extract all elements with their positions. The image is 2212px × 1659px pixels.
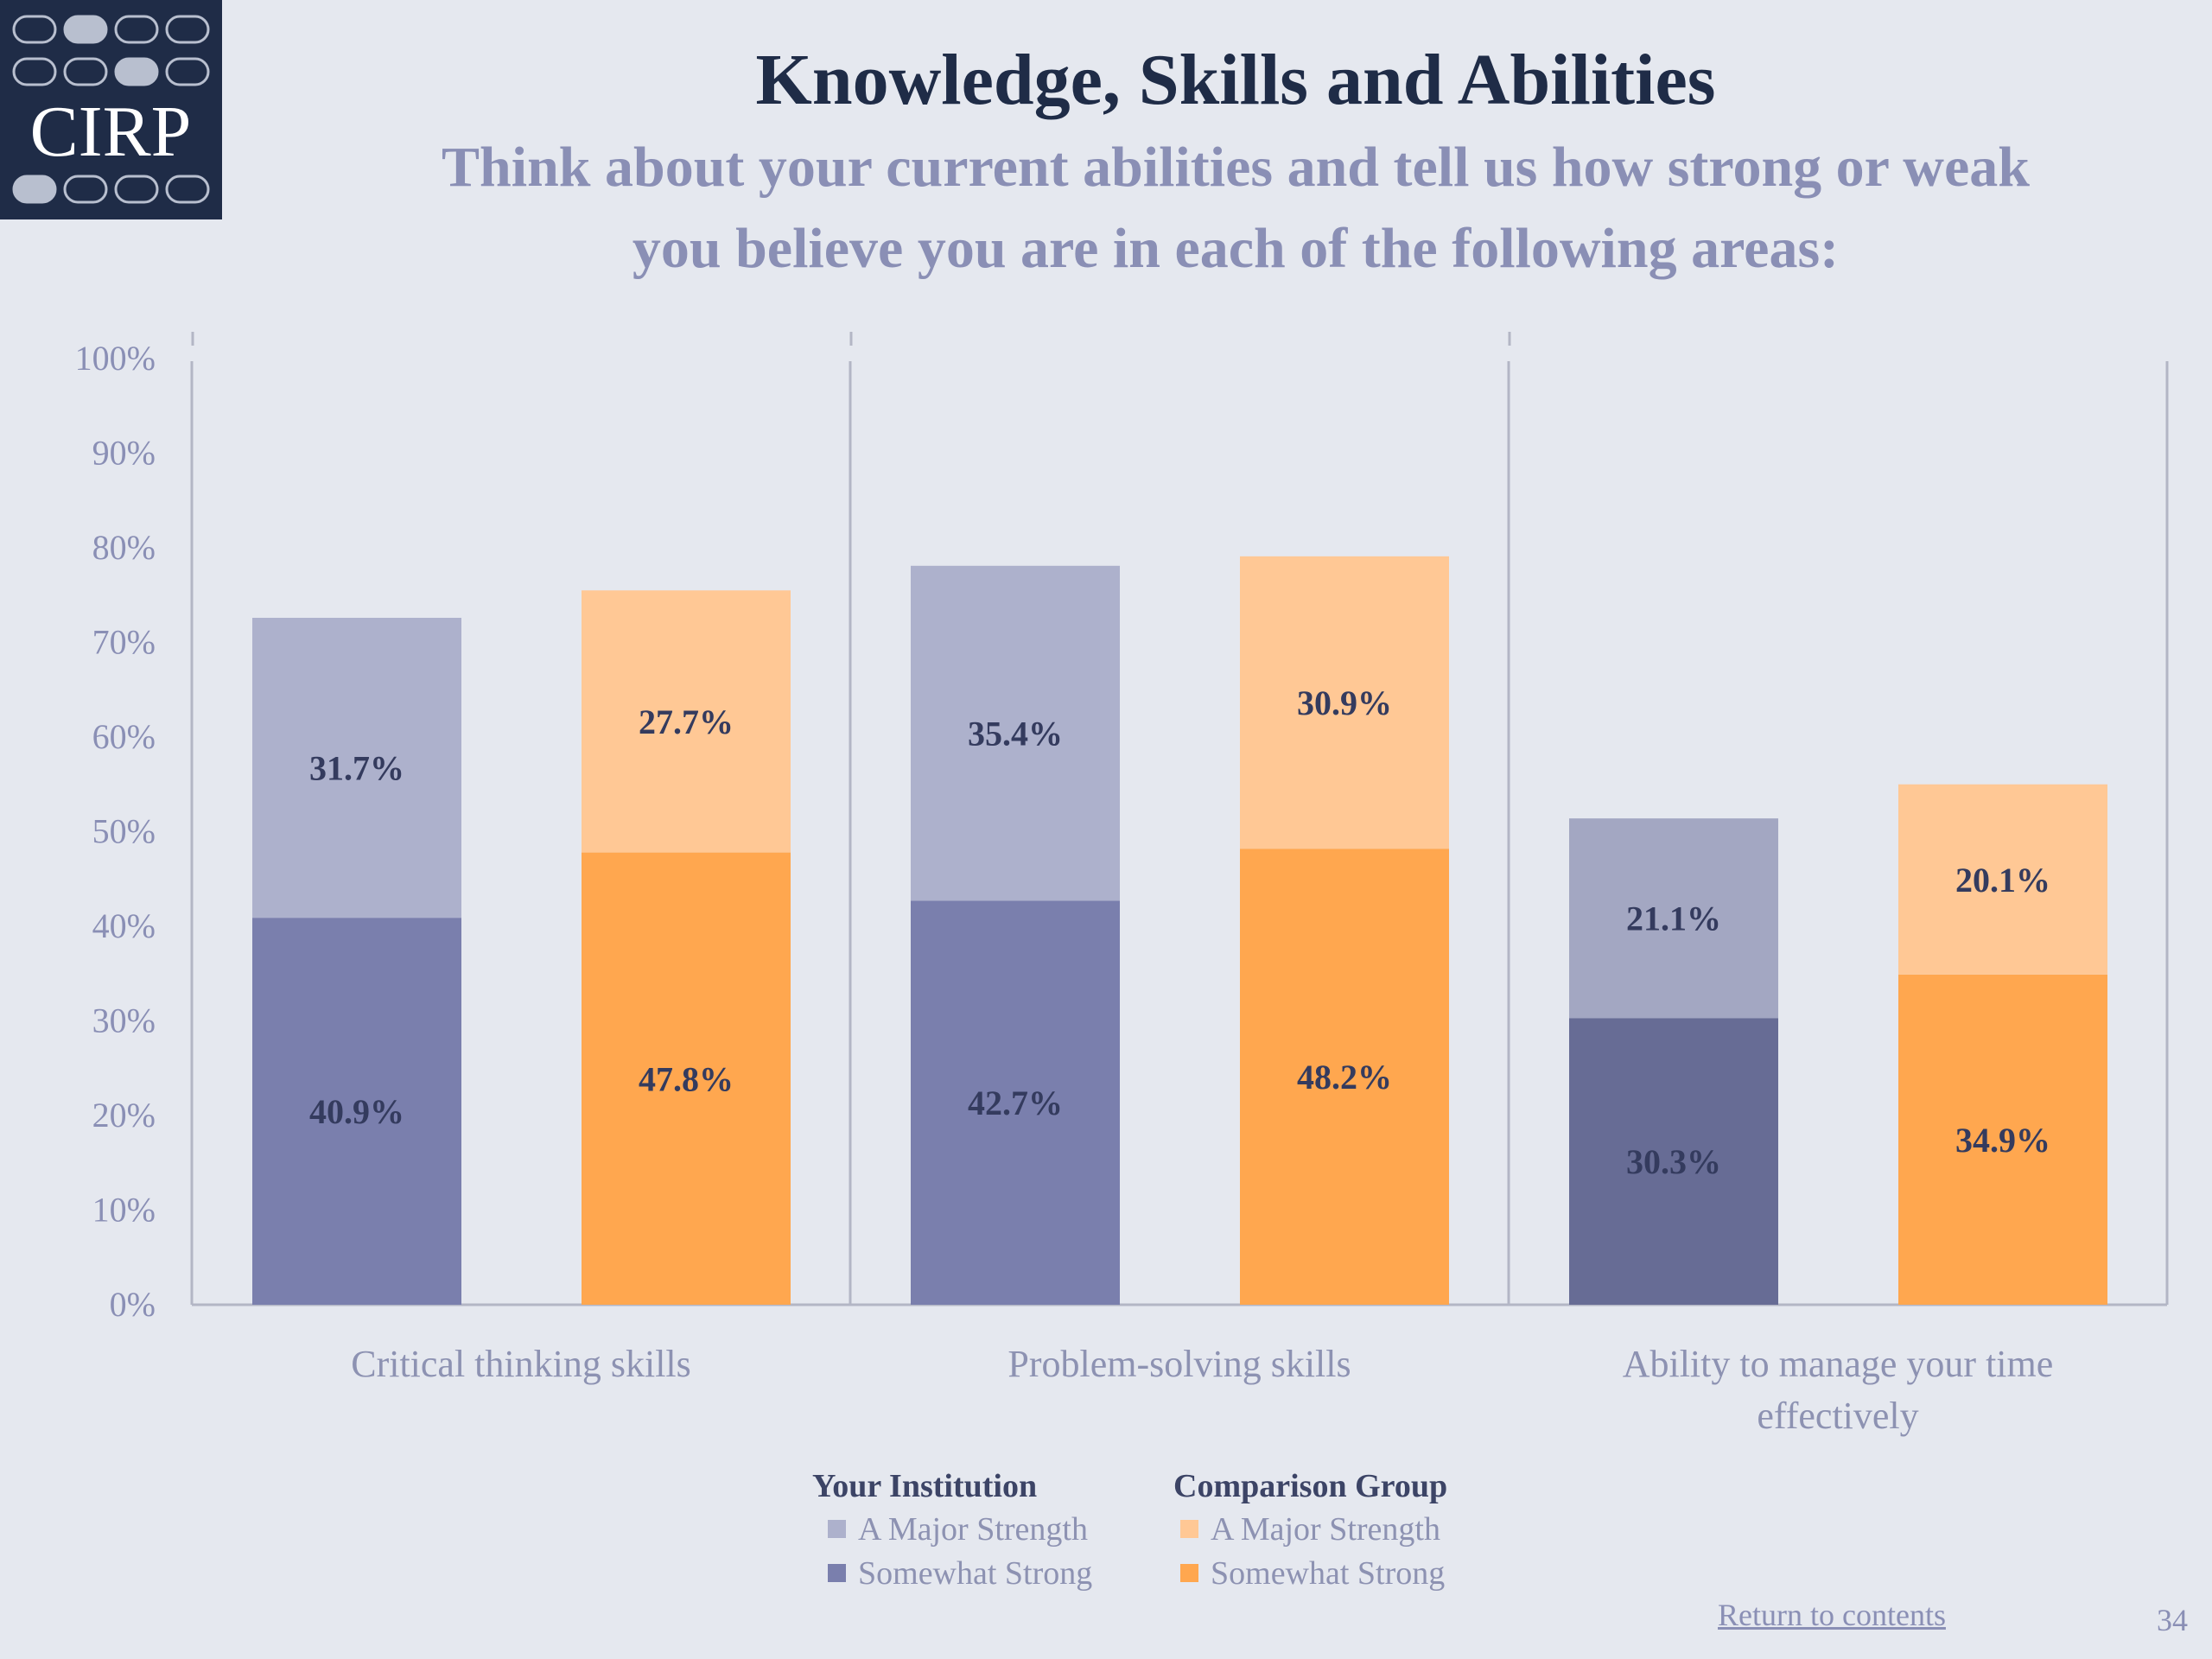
logo-pill [165, 57, 210, 86]
bar-segment-a-major-strength [1569, 818, 1778, 1019]
bar-segment-a-major-strength [1898, 784, 2107, 975]
subtitle-line-1: Think about your current abilities and t… [442, 136, 2030, 199]
y-tick-label: 100% [75, 339, 156, 378]
legend-item-comparison-somewhat-strong: Somewhat Strong [1180, 1554, 1445, 1592]
legend-swatch [828, 1564, 846, 1582]
logo-pill [114, 175, 159, 204]
data-label: 21.1% [1626, 899, 1721, 938]
cirp-logo-graphic: CIRP [12, 15, 210, 204]
bar-segment-somewhat-strong [911, 900, 1120, 1305]
data-label: 27.7% [639, 702, 734, 741]
legend-group-title: Comparison Group [1173, 1468, 1448, 1504]
bar-segment-a-major-strength [1240, 556, 1449, 849]
header: Knowledge, Skills and Abilities Think ab… [259, 35, 2212, 289]
legend-item-label: Somewhat Strong [1211, 1555, 1446, 1592]
cirp-logo: CIRP [0, 0, 222, 219]
logo-pill [63, 175, 108, 204]
bar-segment-a-major-strength [582, 590, 791, 853]
y-tick-label: 70% [92, 623, 156, 662]
page-subtitle: Think about your current abilities and t… [259, 127, 2212, 289]
legend-swatch [828, 1520, 846, 1538]
chart-legend: Your Institution A Major Strength Somewh… [812, 1467, 1503, 1605]
data-label: 31.7% [309, 749, 404, 788]
data-label: 20.1% [1955, 861, 2050, 899]
legend-group-comparison-group: Comparison Group A Major Strength Somewh… [1173, 1467, 1448, 1592]
bar-segment-a-major-strength [252, 618, 461, 918]
bar-segment-somewhat-strong [582, 852, 791, 1305]
data-label: 47.8% [639, 1059, 734, 1098]
bar-segment-a-major-strength [911, 565, 1120, 901]
legend-item-label: A Major Strength [858, 1511, 1088, 1548]
logo-text: CIRP [30, 92, 192, 172]
x-category-label: Problem-solving skills [1007, 1343, 1351, 1385]
y-tick-label: 0% [110, 1285, 156, 1324]
data-label: 42.7% [968, 1084, 1063, 1122]
logo-pill [165, 15, 210, 44]
y-tick-label: 90% [92, 434, 156, 473]
legend-item-your-institution-major-strength: A Major Strength [828, 1510, 1088, 1548]
legend-item-comparison-major-strength: A Major Strength [1180, 1510, 1440, 1548]
y-tick-label: 60% [92, 717, 156, 756]
legend-swatch [1180, 1520, 1198, 1538]
logo-pill [63, 57, 108, 86]
y-tick-label: 10% [92, 1191, 156, 1230]
axes [190, 332, 2169, 1306]
y-tick-label: 50% [92, 812, 156, 851]
x-category-label: Ability to manage your time [1623, 1343, 2054, 1385]
y-tick-label: 30% [92, 1001, 156, 1040]
logo-pill-filled [114, 57, 159, 86]
data-label: 35.4% [968, 715, 1063, 753]
legend-item-label: A Major Strength [1211, 1511, 1440, 1548]
return-to-contents-link[interactable]: Return to contents [1718, 1598, 1946, 1632]
bar-segment-somewhat-strong [1240, 849, 1449, 1305]
data-label: 40.9% [309, 1092, 404, 1131]
bar-segment-somewhat-strong [252, 918, 461, 1305]
y-tick-label: 20% [92, 1096, 156, 1135]
legend-swatch [1180, 1564, 1198, 1582]
logo-pill [114, 15, 159, 44]
legend-group-your-institution: Your Institution A Major Strength Somewh… [812, 1467, 1092, 1592]
x-category-label: effectively [1757, 1395, 1918, 1437]
page-number: 34 [2157, 1603, 2188, 1637]
y-tick-label: 80% [92, 528, 156, 567]
data-label: 34.9% [1955, 1121, 2050, 1160]
logo-pill-filled [63, 15, 108, 44]
page-title: Knowledge, Skills and Abilities [755, 40, 1716, 120]
legend-item-your-institution-somewhat-strong: Somewhat Strong [828, 1554, 1092, 1592]
data-label: 30.9% [1297, 683, 1392, 722]
x-category-label: Critical thinking skills [351, 1343, 691, 1385]
logo-pill [165, 175, 210, 204]
stacked-bar-chart: 0% 10% 20% 30% 40% 50% 60% 70% 80% 90% 100% Critica… [75, 332, 2169, 1437]
bar-segment-somewhat-strong [1898, 974, 2107, 1305]
y-tick-label: 40% [92, 906, 156, 945]
logo-pill [12, 15, 57, 44]
data-label: 30.3% [1626, 1142, 1721, 1181]
logo-pill [12, 57, 57, 86]
legend-item-label: Somewhat Strong [858, 1555, 1093, 1592]
data-label: 48.2% [1297, 1058, 1392, 1096]
legend-group-title: Your Institution [812, 1468, 1038, 1504]
bar-segment-somewhat-strong [1569, 1018, 1778, 1305]
logo-pill-filled [12, 175, 57, 204]
subtitle-line-2: you believe you are in each of the follo… [632, 216, 1840, 280]
